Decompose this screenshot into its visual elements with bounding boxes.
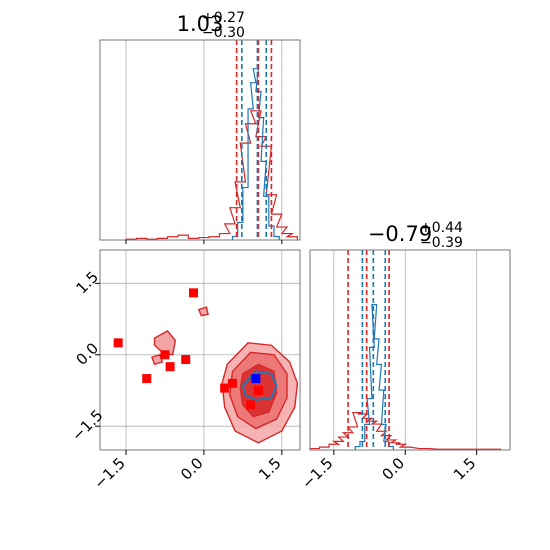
marginal-2-title-plus: +0.44 xyxy=(420,220,463,236)
scatter-point xyxy=(246,400,256,410)
marginal-2-hist-red xyxy=(309,411,502,450)
x-tick-label: 1.5 xyxy=(450,454,480,484)
contour-island-red xyxy=(197,306,209,317)
scatter-point xyxy=(160,350,170,360)
x-tick-label: 0.0 xyxy=(177,454,207,484)
y-tick-label: −1.5 xyxy=(68,406,106,444)
marginal-2-title: −0.79 xyxy=(368,222,432,246)
scatter-point xyxy=(181,355,191,365)
marginal-2-hist-blue xyxy=(354,304,394,450)
contour-island-red xyxy=(153,330,177,356)
joint-panel xyxy=(99,249,301,451)
x-tick-label: 1.5 xyxy=(255,454,285,484)
scatter-point xyxy=(227,378,237,388)
scatter-point xyxy=(189,288,199,298)
marginal-2-title-minus: −0.39 xyxy=(420,235,463,251)
marginal-1-frame xyxy=(99,39,301,241)
scatter-point xyxy=(165,362,175,372)
x-tick-label: −1.5 xyxy=(90,454,128,492)
marginal-1-title-plus: +0.27 xyxy=(202,10,245,26)
y-tick-label: 0.0 xyxy=(72,339,102,369)
y-tick-label: 1.5 xyxy=(72,268,102,298)
scatter-point xyxy=(113,338,123,348)
marginal-1-title-minus: −0.30 xyxy=(202,25,245,41)
joint-frame xyxy=(99,249,301,451)
truth-point xyxy=(251,374,261,384)
marginal-2-frame xyxy=(309,249,511,451)
scatter-point xyxy=(220,383,230,393)
marginal-1-title: 1.03 xyxy=(177,12,224,36)
scatter-point xyxy=(142,374,152,384)
marginal-2-panel xyxy=(309,249,511,451)
x-tick-label: −1.5 xyxy=(298,454,336,492)
scatter-point xyxy=(253,385,263,395)
marginal-1-panel xyxy=(99,39,301,241)
x-tick-label: 0.0 xyxy=(378,454,408,484)
marginal-1-hist-red xyxy=(125,110,299,240)
contour-blue xyxy=(241,370,278,402)
contour-island-red xyxy=(151,353,164,366)
